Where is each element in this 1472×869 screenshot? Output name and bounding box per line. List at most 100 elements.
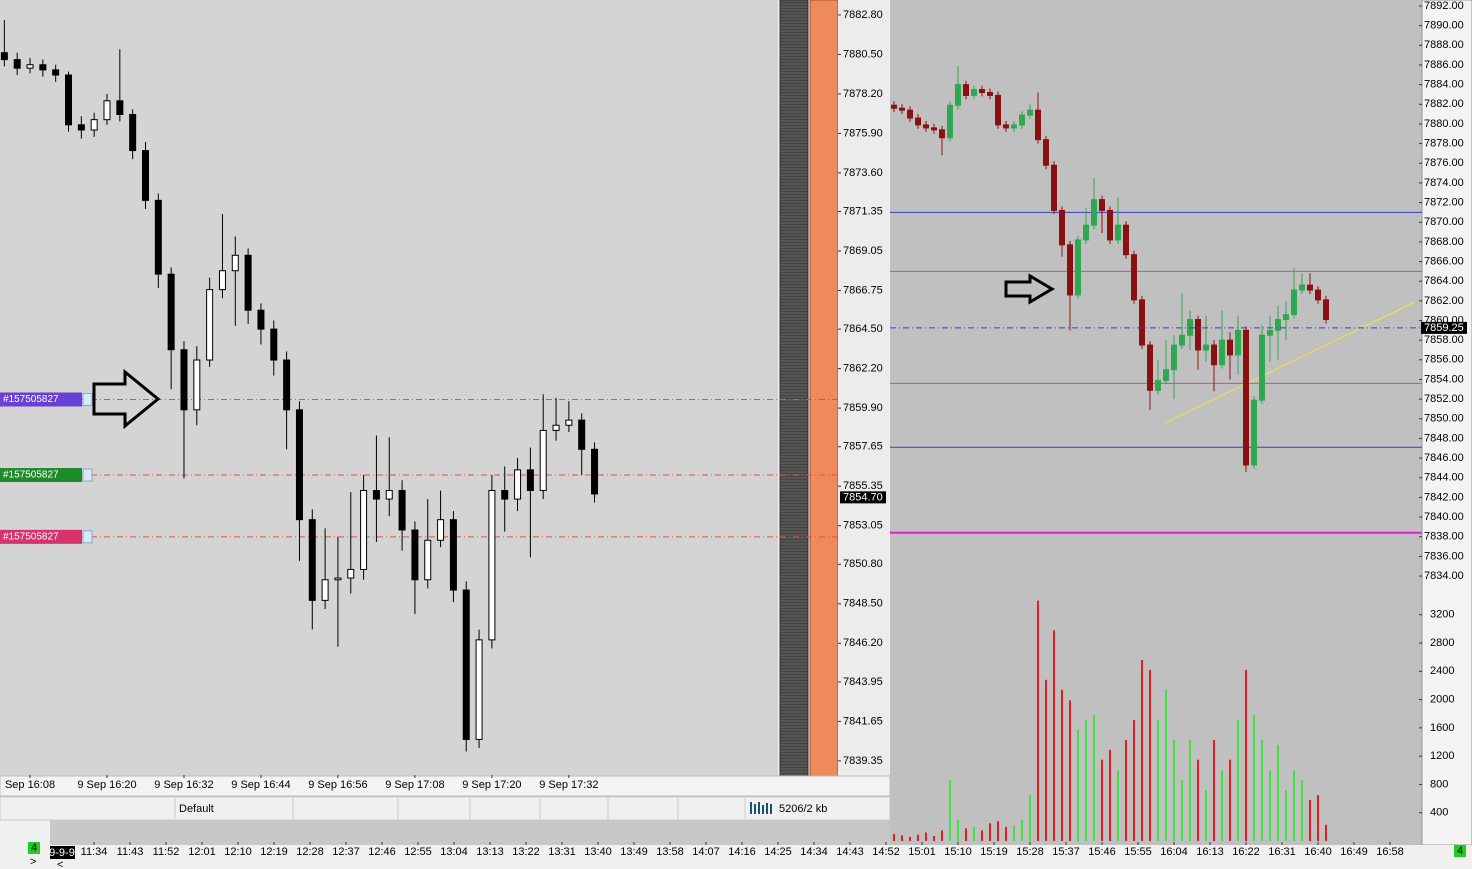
current-price-label: 7854.70	[843, 491, 883, 503]
depth-column	[779, 0, 809, 777]
x-tick-label: 13:49	[620, 846, 648, 858]
y2-tick-label: 2400	[1430, 665, 1454, 677]
x-tick-label: 11:34	[81, 846, 108, 858]
candle-body	[947, 104, 953, 139]
candle-body	[899, 107, 905, 111]
volume-bar	[1213, 739, 1215, 841]
volume-bar	[933, 836, 935, 841]
y-tick-label: 7858.00	[1424, 334, 1464, 346]
candle-body	[979, 89, 985, 93]
x-tick-label: 16:40	[1304, 846, 1332, 858]
y-tick-label: 7846.20	[843, 637, 883, 649]
candle-body	[1123, 224, 1129, 256]
candle-body	[257, 309, 265, 330]
y-tick-label: 7864.50	[843, 323, 883, 335]
volume-bar	[1261, 739, 1263, 841]
candle-body	[1035, 109, 1041, 141]
candle-body	[244, 254, 252, 311]
candle-body	[141, 150, 149, 201]
arrow	[92, 368, 161, 430]
volume-bar	[1325, 824, 1327, 841]
candle-body	[347, 568, 355, 579]
volume-bar	[997, 821, 999, 841]
volume-bar	[1157, 720, 1159, 841]
candle-body	[116, 100, 124, 116]
profile-name[interactable]: Default	[179, 803, 214, 815]
y-tick-label: 7862.00	[1424, 295, 1464, 307]
y-tick-label: 7844.00	[1424, 472, 1464, 484]
candle-body	[77, 124, 85, 131]
candle-body	[1027, 109, 1033, 116]
right-price-axis	[1421, 0, 1472, 846]
candle-body	[295, 409, 303, 521]
candle-body	[488, 489, 496, 641]
x-tick-label: 15:46	[1088, 846, 1116, 858]
x-tick-label: 16:04	[1160, 846, 1188, 858]
candle-body	[552, 424, 560, 431]
scroll-left[interactable]: <	[57, 859, 63, 869]
y2-tick-label: 800	[1430, 778, 1448, 790]
current-price-box	[840, 491, 886, 504]
volume-bar	[1285, 790, 1287, 841]
candle-body	[411, 529, 419, 581]
order-label: #157505827	[3, 394, 59, 405]
volume-bar	[1133, 720, 1135, 841]
x-tick-label: 11:43	[117, 846, 144, 858]
x-tick-label: 16:22	[1232, 846, 1260, 858]
candle-body	[955, 84, 961, 106]
x-tick-label: 16:49	[1340, 846, 1368, 858]
x-tick-label: 12:01	[188, 846, 216, 858]
order-label: #157505827	[3, 531, 59, 542]
candle-body	[65, 74, 73, 126]
candle-body	[193, 359, 201, 411]
x-tick-label: 9 Sep 17:32	[539, 779, 598, 791]
candle-body	[501, 489, 509, 500]
y-tick-label: 7876.00	[1424, 157, 1464, 169]
candle-body	[995, 94, 1001, 126]
candle-body	[1259, 334, 1265, 401]
x-tick-label: 13:40	[584, 846, 612, 858]
volume-bar	[973, 826, 975, 841]
candle-body	[1083, 224, 1089, 241]
y-tick-label: 7892.00	[1424, 0, 1464, 12]
volume-bar	[1021, 819, 1023, 841]
candle-body	[907, 109, 913, 119]
candle-body	[1171, 344, 1177, 371]
candle-body	[39, 64, 47, 71]
candle-body	[1075, 239, 1081, 296]
y-tick-label: 7846.00	[1424, 452, 1464, 464]
candle-body	[1051, 164, 1057, 211]
scroll-right[interactable]: >	[30, 856, 36, 868]
y-tick-label: 7852.00	[1424, 393, 1464, 405]
volume-bar	[1029, 795, 1031, 841]
trend-line	[1164, 301, 1416, 424]
x-tick-label: 13:31	[548, 846, 576, 858]
volume-bar	[1197, 759, 1199, 841]
volume-bar	[1061, 689, 1063, 841]
y-tick-label: 7840.00	[1424, 511, 1464, 523]
y2-tick-label: 3200	[1430, 609, 1454, 621]
volume-bar	[1181, 780, 1183, 841]
volume-bar	[965, 828, 967, 841]
left-price-axis	[838, 0, 890, 776]
volume-bar	[1101, 759, 1103, 841]
volume-bar	[1045, 679, 1047, 841]
candle-body	[52, 69, 60, 76]
candle-body	[218, 270, 226, 291]
x-tick-label: Sep 16:08	[5, 779, 55, 791]
candle-body	[891, 104, 897, 109]
y-tick-label: 7853.05	[843, 520, 883, 532]
order-handle	[82, 530, 93, 544]
y-tick-label: 7850.80	[843, 558, 883, 570]
order-tag	[0, 468, 82, 483]
y-tick-label: 7871.35	[843, 205, 883, 217]
y-tick-label: 7878.20	[843, 88, 883, 100]
left-plot-bg	[0, 0, 778, 776]
candle-body	[1147, 344, 1153, 391]
volume-bar	[1309, 799, 1311, 841]
volume-bar	[1189, 739, 1191, 841]
candle-body	[1155, 379, 1161, 391]
y-tick-label: 7850.00	[1424, 413, 1464, 425]
x-tick-label: 15:10	[944, 846, 972, 858]
y2-tick-label: 400	[1430, 807, 1448, 819]
